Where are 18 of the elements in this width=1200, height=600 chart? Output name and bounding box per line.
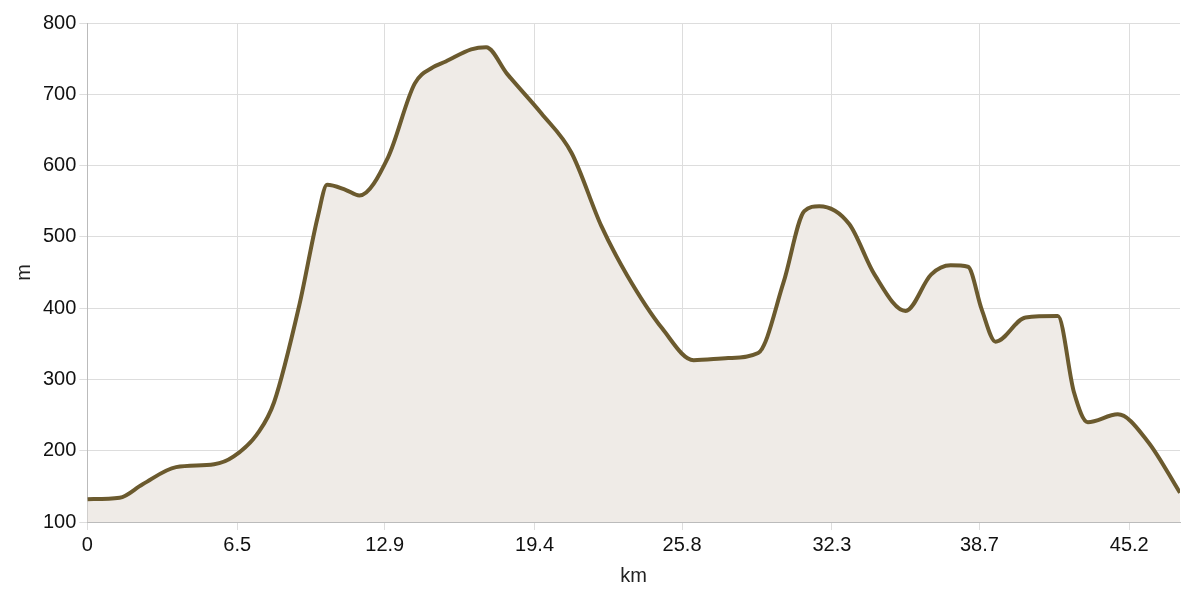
x-tick-label: 45.2 <box>1109 532 1149 555</box>
x-tick-label: 38.7 <box>959 532 999 555</box>
y-tick-label: 100 <box>42 509 77 532</box>
x-tick-label: 32.3 <box>812 532 852 555</box>
y-tick-label: 400 <box>42 295 77 318</box>
y-tick-label: 800 <box>42 10 77 33</box>
x-tick-label: 19.4 <box>515 532 555 555</box>
y-tick-label: 700 <box>42 81 77 104</box>
y-tick-label: 600 <box>42 153 77 176</box>
y-axis-title: m <box>11 264 34 281</box>
y-tick-label: 500 <box>42 224 77 247</box>
x-axis-title: km <box>620 563 648 586</box>
x-tick-label: 6.5 <box>223 532 252 555</box>
y-tick-label: 300 <box>42 366 77 389</box>
x-tick-label: 0 <box>81 532 93 555</box>
x-tick-label: 12.9 <box>365 532 405 555</box>
x-tick-label: 25.8 <box>662 532 702 555</box>
y-tick-label: 200 <box>42 438 77 461</box>
